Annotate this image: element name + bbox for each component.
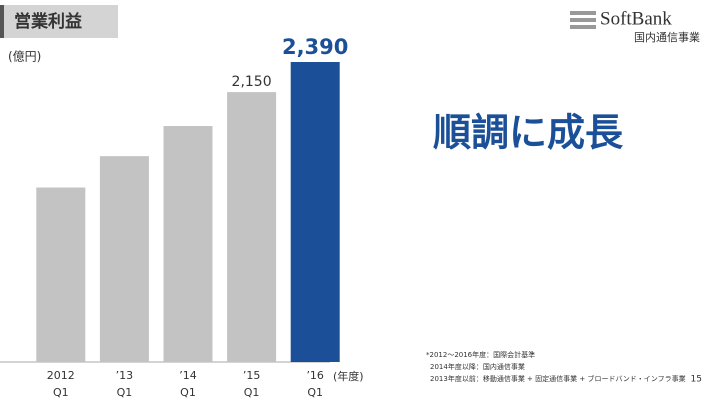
x-tick-sublabel: Q1 (53, 386, 69, 399)
logo-icon (570, 11, 596, 29)
footnote: 2013年度以前：移動通信事業 + 固定通信事業 + ブロードバンド・インフラ事… (430, 374, 686, 383)
bar (99, 156, 149, 362)
value-label: 2,390 (282, 35, 348, 59)
x-tick-sublabel: Q1 (244, 386, 260, 399)
page-number: 15 (691, 375, 702, 385)
value-label: 2,150 (232, 74, 272, 90)
bar (227, 92, 277, 363)
brand: SoftBank (600, 8, 672, 29)
x-tick-sublabel: Q1 (180, 386, 196, 399)
footnote: *2012～2016年度：国際会計基準 (426, 350, 535, 359)
x-tick-sublabel: Q1 (307, 386, 323, 399)
bar (163, 126, 213, 362)
x-tick-label: ’15 (243, 369, 261, 382)
y-unit: (億円) (8, 50, 41, 64)
x-tick-sublabel: Q1 (117, 386, 133, 399)
footnote: 2014年度以降：国内通信事業 (430, 362, 525, 371)
x-tick-label: ’13 (116, 369, 134, 382)
bar (36, 187, 86, 362)
division: 国内通信事業 (634, 30, 700, 44)
x-tick-label: ’16 (306, 369, 324, 382)
x-tick-label: ’14 (179, 369, 197, 382)
slide-title: 営業利益 (14, 11, 82, 32)
x-tick-label: 2012 (47, 369, 75, 382)
x-unit: (年度) (333, 369, 364, 383)
bar (290, 62, 340, 362)
title-box (0, 5, 118, 38)
title-stripe (0, 5, 4, 38)
message: 順調に成長 (433, 111, 624, 155)
